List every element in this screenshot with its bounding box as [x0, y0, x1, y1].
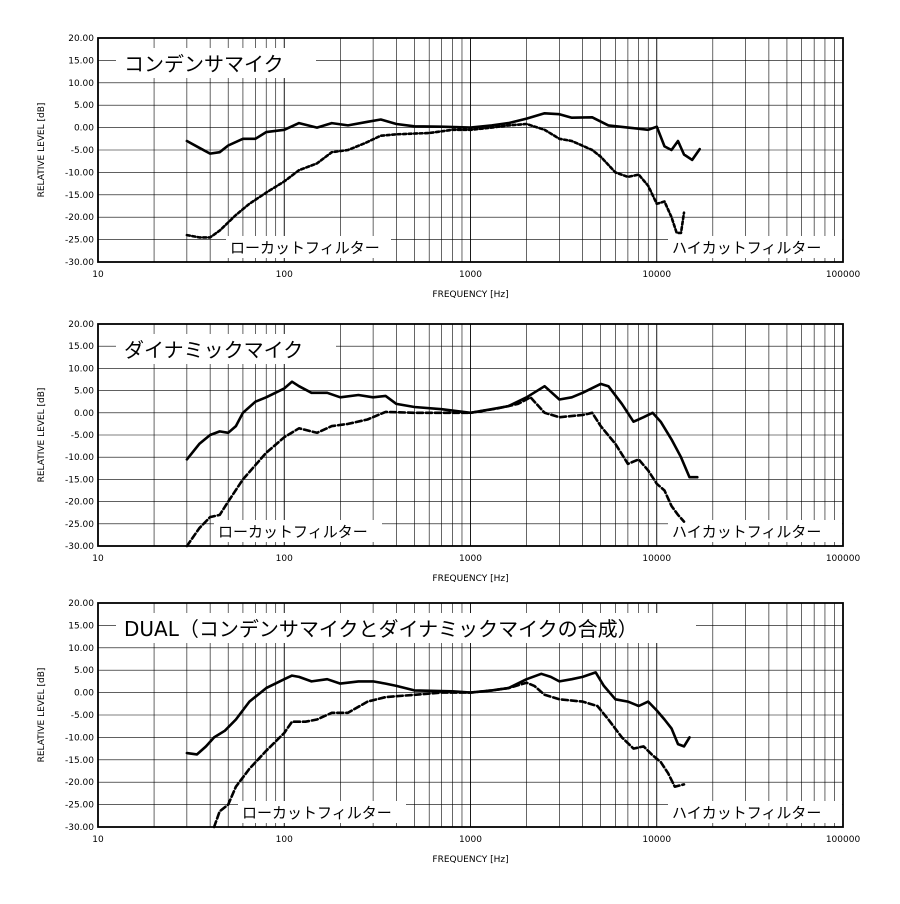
x-axis-label: FREQUENCY [Hz] [432, 574, 508, 584]
x-tick-label: 100000 [826, 270, 861, 280]
y-tick-label: 15.00 [68, 342, 94, 352]
y-tick-label: 5.00 [74, 101, 94, 111]
x-tick-label: 10 [92, 554, 104, 564]
series-dashed-line [185, 122, 686, 239]
y-tick-label: -30.00 [65, 258, 94, 268]
y-tick-label: -20.00 [65, 498, 94, 508]
y-tick-label: -25.00 [65, 236, 94, 246]
y-tick-label: -15.00 [65, 191, 94, 201]
plot-frame [97, 602, 844, 828]
y-tick-label: -25.00 [65, 801, 94, 811]
y-tick-label: 15.00 [68, 56, 94, 66]
series-solid-line [185, 112, 702, 162]
y-axis-label: RELATIVE LEVEL [dB] [37, 103, 47, 198]
series-solid-line [185, 671, 691, 756]
y-tick-label: -15.00 [65, 475, 94, 485]
title-backdrop [116, 334, 336, 364]
y-tick-label: 10.00 [68, 364, 94, 374]
y-tick-label: -10.00 [65, 733, 94, 743]
plot-frame [97, 323, 844, 547]
x-axis-label: FREQUENCY [Hz] [432, 290, 508, 300]
y-tick-label: -30.00 [65, 823, 94, 833]
high-cut-label: ハイカットフィルター [672, 239, 821, 257]
y-tick-label: -20.00 [65, 213, 94, 223]
y-tick-label: 10.00 [68, 79, 94, 89]
y-tick-label: 0.00 [74, 409, 94, 419]
high-cut-label: ハイカットフィルター [672, 804, 821, 822]
chart-panel-3: DUAL（コンデンサマイクとダイナミックマイクの合成） ローカットフィルター ハイカ… [37, 599, 860, 865]
x-tick-label: 100000 [826, 554, 861, 564]
x-tick-label: 10000 [642, 270, 671, 280]
low-cut-label: ローカットフィルター [218, 523, 368, 541]
high-cut-backdrop [668, 520, 842, 542]
y-tick-label: 5.00 [74, 387, 94, 397]
low-cut-backdrop [214, 520, 382, 542]
y-tick-label: -10.00 [65, 453, 94, 463]
plot-frame [97, 37, 844, 263]
y-tick-label: -15.00 [65, 756, 94, 766]
x-tick-label: 1000 [459, 554, 482, 564]
x-tick-label: 100 [276, 835, 293, 845]
x-tick-label: 100 [276, 270, 293, 280]
x-tick-label: 1000 [459, 835, 482, 845]
y-tick-label: 0.00 [74, 124, 94, 134]
y-tick-label: -5.00 [71, 431, 95, 441]
x-tick-label: 1000 [459, 270, 482, 280]
chart-title: コンデンサマイク [124, 52, 284, 76]
x-tick-label: 10000 [642, 554, 671, 564]
y-tick-label: -5.00 [71, 711, 95, 721]
low-cut-label: ローカットフィルター [242, 804, 392, 822]
y-axis-label: RELATIVE LEVEL [dB] [37, 668, 47, 763]
high-cut-label: ハイカットフィルター [672, 523, 821, 541]
x-tick-label: 10 [92, 835, 104, 845]
high-cut-backdrop [668, 801, 842, 823]
chart-title: DUAL（コンデンサマイクとダイナミックマイクの合成） [124, 617, 638, 641]
y-tick-label: -20.00 [65, 778, 94, 788]
x-tick-label: 100000 [826, 835, 861, 845]
y-tick-label: -30.00 [65, 542, 94, 552]
low-cut-label: ローカットフィルター [230, 239, 380, 257]
title-backdrop [116, 48, 316, 78]
low-cut-backdrop [226, 236, 391, 258]
y-tick-label: 20.00 [68, 599, 94, 609]
y-tick-label: 0.00 [74, 689, 94, 699]
x-tick-label: 10000 [642, 835, 671, 845]
y-tick-label: 15.00 [68, 621, 94, 631]
x-tick-label: 10 [92, 270, 104, 280]
low-cut-backdrop [238, 801, 406, 823]
series-solid-line [185, 380, 699, 479]
y-tick-label: -25.00 [65, 520, 94, 530]
y-tick-label: -10.00 [65, 168, 94, 178]
series-dashed-line [185, 395, 686, 548]
title-backdrop [116, 613, 696, 643]
y-axis-label: RELATIVE LEVEL [dB] [37, 388, 47, 483]
x-axis-label: FREQUENCY [Hz] [432, 855, 508, 865]
y-tick-label: 20.00 [68, 34, 94, 44]
chart-title: ダイナミックマイク [124, 338, 303, 362]
series-dashed-line [212, 681, 686, 829]
y-tick-label: 5.00 [74, 666, 94, 676]
y-tick-label: 10.00 [68, 644, 94, 654]
y-tick-label: 20.00 [68, 320, 94, 330]
y-tick-label: -5.00 [71, 146, 95, 156]
high-cut-backdrop [668, 236, 842, 258]
x-tick-label: 100 [276, 554, 293, 564]
